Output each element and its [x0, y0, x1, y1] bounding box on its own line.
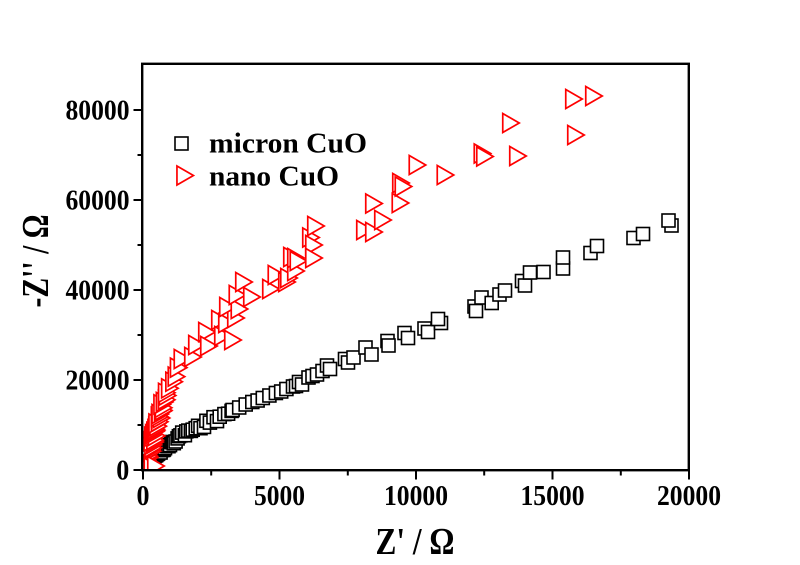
svg-text:20000: 20000 — [657, 481, 721, 512]
svg-text:10000: 10000 — [384, 481, 448, 512]
svg-text:-Z'' / Ω: -Z'' / Ω — [15, 215, 57, 308]
svg-text:Z' / Ω: Z' / Ω — [376, 521, 455, 563]
svg-text:15000: 15000 — [521, 481, 585, 512]
svg-text:80000: 80000 — [66, 96, 130, 127]
svg-text:5000: 5000 — [254, 481, 305, 512]
svg-text:60000: 60000 — [66, 186, 130, 217]
svg-text:0: 0 — [116, 456, 129, 487]
svg-text:micron CuO: micron CuO — [209, 128, 367, 160]
svg-text:nano CuO: nano CuO — [209, 161, 339, 193]
svg-text:20000: 20000 — [66, 366, 130, 397]
svg-text:40000: 40000 — [66, 276, 130, 307]
svg-text:0: 0 — [137, 481, 150, 512]
